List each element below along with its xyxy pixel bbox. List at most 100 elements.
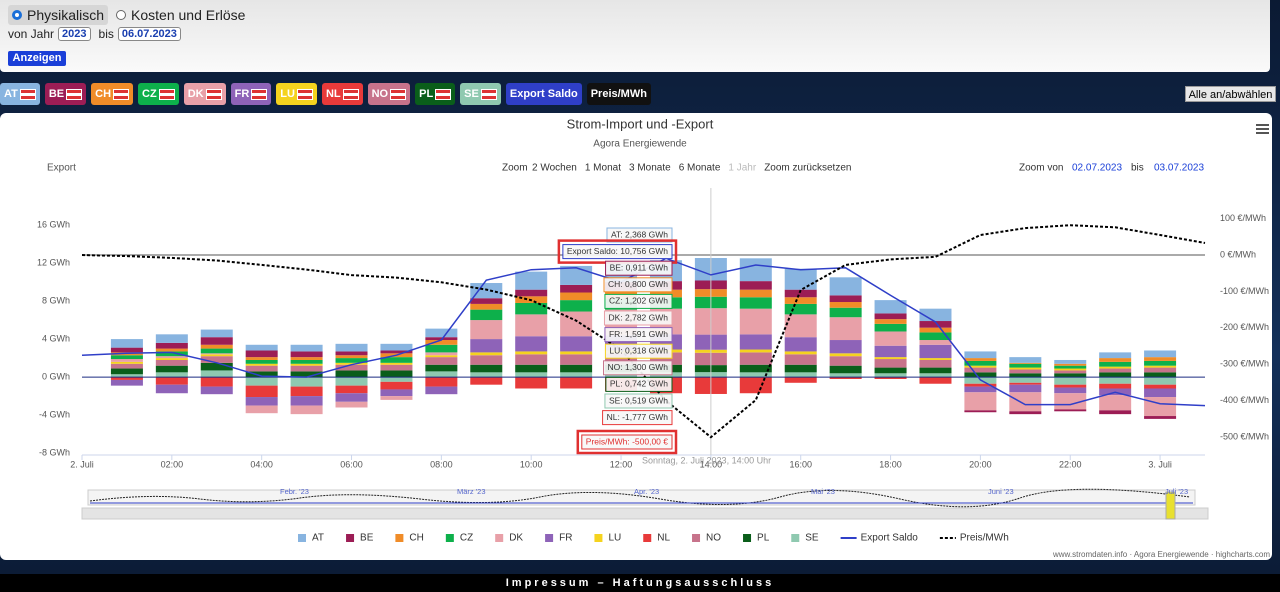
bar-segment xyxy=(829,377,862,379)
legend-item[interactable]: DK xyxy=(495,533,523,544)
bar-segment xyxy=(1009,367,1042,370)
x-tick-label: 18:00 xyxy=(879,459,902,469)
series-toggle[interactable]: DK xyxy=(183,83,226,105)
series-toggle[interactable]: NO xyxy=(367,83,411,105)
legend-item[interactable]: AT xyxy=(298,533,324,544)
bar-segment xyxy=(739,297,772,309)
bar-segment xyxy=(380,350,413,354)
bar-segment xyxy=(919,367,952,374)
bar-segment xyxy=(739,334,772,350)
bar-segment xyxy=(200,362,233,371)
bar-segment xyxy=(1099,372,1132,378)
mode-option[interactable]: Physikalisch xyxy=(8,5,109,25)
toggle-all-button[interactable]: Alle an/abwählen xyxy=(1185,86,1276,102)
legend-symbol xyxy=(643,534,652,542)
series-toggle[interactable]: CH xyxy=(91,83,134,105)
bar-segment xyxy=(829,307,862,318)
legend-item[interactable]: SE xyxy=(791,533,819,544)
flag-icon xyxy=(251,88,268,100)
legend-label: AT xyxy=(312,533,324,544)
zoom-button[interactable]: 2 Wochen xyxy=(532,163,577,174)
bar-segment xyxy=(784,354,817,365)
range-from[interactable]: 02.07.2023 xyxy=(1072,163,1122,174)
series-toggle[interactable]: AT xyxy=(0,83,40,105)
bar-segment xyxy=(874,313,907,320)
submit-button[interactable]: Anzeigen xyxy=(8,51,66,66)
bar-segment xyxy=(425,377,458,387)
y-tick-label: 16 GWh xyxy=(37,219,70,229)
tooltip-box xyxy=(581,434,673,450)
bar-segment xyxy=(335,377,368,386)
bar-segment xyxy=(380,377,413,382)
legend-item[interactable]: Export Saldo xyxy=(840,533,919,544)
legend-item[interactable]: CH xyxy=(395,533,424,544)
bar-segment xyxy=(335,362,368,365)
navigator-handle[interactable] xyxy=(1165,491,1176,520)
flag-icon xyxy=(113,88,130,100)
y2-tick-label: 100 €/MWh xyxy=(1220,213,1266,223)
series-toggle[interactable]: BE xyxy=(44,83,87,105)
series-toggles: AT BE CH CZ DK FR LU NL NO PL SE Export Saldo Preis/… xyxy=(0,83,651,105)
x-tick-label: 2. Juli xyxy=(70,459,94,469)
zoom-button[interactable]: 3 Monate xyxy=(629,163,671,174)
legend-item[interactable]: CZ xyxy=(445,533,473,544)
bar-segment xyxy=(1054,409,1087,412)
bar-segment xyxy=(200,348,233,354)
zoom-button[interactable]: 6 Monate xyxy=(679,163,721,174)
mode-option[interactable]: Kosten und Erlöse xyxy=(112,5,249,25)
legend-item[interactable]: NO xyxy=(692,533,721,544)
bar-segment xyxy=(515,336,548,352)
bar-segment xyxy=(515,372,548,378)
zoom-button[interactable]: 1 Monat xyxy=(585,163,621,174)
navigator[interactable] xyxy=(87,489,1196,506)
series-toggle[interactable]: SE xyxy=(460,83,501,105)
bar-segment xyxy=(1054,387,1087,394)
series-toggle[interactable]: Export Saldo xyxy=(505,83,582,105)
series-toggle[interactable]: LU xyxy=(276,83,317,105)
navigator-label: Apr. '23 xyxy=(634,487,659,496)
legend-item[interactable]: BE xyxy=(346,533,374,544)
bar-segment xyxy=(470,320,503,340)
highlight-box xyxy=(576,429,678,455)
bar-segment xyxy=(425,340,458,345)
control-panel: Physikalisch Kosten und Erlöse von Jahr … xyxy=(0,0,1270,72)
menu-icon[interactable] xyxy=(1256,124,1269,134)
scrollbar[interactable] xyxy=(81,507,1209,520)
legend-item[interactable]: NL xyxy=(643,533,670,544)
bar-segment xyxy=(425,337,458,341)
range-to[interactable]: 03.07.2023 xyxy=(1154,163,1204,174)
bar-segment xyxy=(110,361,143,364)
series-toggle[interactable]: NL xyxy=(321,83,363,105)
legend-item[interactable]: Preis/MWh xyxy=(939,533,1009,544)
bar-segment xyxy=(515,289,548,297)
bar-segment xyxy=(560,311,593,337)
bar-segment xyxy=(515,302,548,315)
bar-segment xyxy=(1054,359,1087,364)
range-to-label: bis xyxy=(1131,163,1144,174)
year-select[interactable]: 2023 xyxy=(58,27,91,41)
series-toggle[interactable]: CZ xyxy=(138,83,179,105)
legend-item[interactable]: LU xyxy=(594,533,621,544)
legend-label: Export Saldo xyxy=(861,533,919,544)
tooltip-text: NO: 1,300 GWh xyxy=(608,362,669,372)
bar-segment xyxy=(1054,365,1087,369)
date-select[interactable]: 06.07.2023 xyxy=(117,27,181,41)
to-label: bis xyxy=(98,27,114,41)
footer-links[interactable]: Impressum – Haftungsausschluss xyxy=(0,574,1280,592)
series-toggle[interactable]: Preis/MWh xyxy=(586,83,651,105)
legend-item[interactable]: PL xyxy=(743,533,770,544)
series-toggle[interactable]: PL xyxy=(415,83,456,105)
bar-segment xyxy=(290,365,323,372)
x-tick-label: 20:00 xyxy=(969,459,992,469)
bar-segment xyxy=(1054,370,1087,374)
bar-segment xyxy=(829,277,862,296)
credits[interactable]: www.stromdaten.info · Agora Energiewende… xyxy=(1052,550,1270,559)
bar-segment xyxy=(335,355,368,359)
zoom-button[interactable]: Zoom zurücksetzen xyxy=(764,163,851,174)
legend-item[interactable]: FR xyxy=(545,533,572,544)
tooltip-box xyxy=(603,277,673,293)
y-tick-label: -8 GWh xyxy=(39,447,70,457)
series-toggle[interactable]: FR xyxy=(230,83,272,105)
y2-tick-label: -300 €/MWh xyxy=(1220,359,1269,369)
